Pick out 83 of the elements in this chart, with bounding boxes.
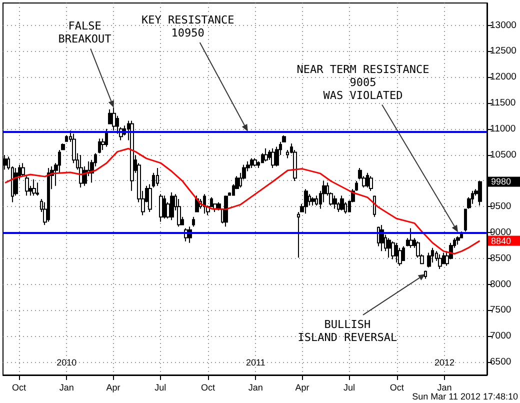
candlestick xyxy=(156,167,159,186)
candlestick xyxy=(148,184,152,212)
candlestick xyxy=(163,195,166,219)
candlestick xyxy=(253,158,257,167)
candlestick xyxy=(47,167,50,222)
candlestick xyxy=(261,152,264,164)
x-tick-label: Jan xyxy=(248,382,263,392)
candlestick xyxy=(65,134,68,142)
y-tick-label: 6500 xyxy=(490,356,512,368)
y-tick-label: 12500 xyxy=(490,46,516,57)
text: Sun Mar 11 2012 17:48:10 xyxy=(412,392,518,402)
x2-tick-label: 2012 xyxy=(434,358,455,368)
line-series xyxy=(4,148,481,255)
candlestick xyxy=(271,148,275,168)
y-tick-label: 9000 xyxy=(490,227,512,238)
annotation: FALSE BREAKOUT xyxy=(58,20,112,46)
candlestick xyxy=(36,182,39,196)
candlestick xyxy=(315,195,318,206)
annotation: NEAR TERM RESISTANCE 9005 WAS VIOLATED xyxy=(296,62,430,102)
y-tick-label: 7000 xyxy=(490,330,512,342)
candlestick xyxy=(159,194,163,222)
annotation: 8840 xyxy=(491,236,512,246)
candlestick xyxy=(98,138,101,154)
candlestick xyxy=(456,236,460,246)
y-tick-label: 12000 xyxy=(490,72,516,83)
candlestick xyxy=(264,148,268,162)
candlestick xyxy=(373,195,376,218)
candlestick xyxy=(112,107,116,132)
y-tick-label: 8000 xyxy=(490,278,512,290)
candlestick xyxy=(224,195,228,228)
candlestick xyxy=(177,198,181,228)
annotation: 9980 xyxy=(491,176,512,187)
candlestick xyxy=(21,162,25,177)
candlestick xyxy=(192,216,195,228)
candlestick xyxy=(340,195,344,211)
candlestick xyxy=(478,180,482,206)
candlestick xyxy=(409,228,413,248)
candlestick xyxy=(250,158,253,168)
y-tick-label: 11000 xyxy=(490,123,516,134)
y-tick-label: 13000 xyxy=(490,20,516,31)
y-tick-label: 10500 xyxy=(490,149,516,160)
candlestick xyxy=(387,238,391,258)
candlestick xyxy=(402,246,405,262)
candlestick xyxy=(304,188,308,214)
y-tick-label: 9500 xyxy=(490,201,512,212)
candlestick xyxy=(471,190,474,204)
x-tick-label: Jul xyxy=(154,382,166,392)
candlestick xyxy=(79,154,83,188)
candlestick xyxy=(311,196,315,206)
candlestick xyxy=(152,172,155,188)
candlestick xyxy=(464,208,467,232)
x2-tick-label: 2010 xyxy=(56,358,77,368)
candlestick xyxy=(369,176,373,192)
candlestick xyxy=(105,128,108,148)
candlestick xyxy=(366,172,369,188)
candlestick xyxy=(130,120,134,192)
candlestick xyxy=(442,252,445,265)
candlestick xyxy=(61,143,65,151)
candlestick xyxy=(391,240,395,260)
annotation: KEY RESISTANCE 10950 xyxy=(141,13,234,40)
candlestick xyxy=(427,252,431,268)
x-tick-label: Jul xyxy=(344,382,356,392)
x-tick-label: Jan xyxy=(437,382,452,392)
y-tick-label: 11500 xyxy=(490,97,516,108)
candlestick xyxy=(333,195,337,210)
candlestick xyxy=(32,178,36,196)
candlestick xyxy=(395,242,398,263)
candlestick xyxy=(438,254,442,270)
annotation: BULLISH ISLAND REVERSAL xyxy=(298,318,398,344)
x-tick-label: Apr xyxy=(106,382,120,392)
x-tick-label: Jan xyxy=(59,382,74,392)
x-tick-label: Oct xyxy=(390,382,404,392)
candlestick xyxy=(424,270,427,280)
x-tick-label: Oct xyxy=(12,382,27,392)
y-tick-label: 8500 xyxy=(490,252,512,264)
candlestick xyxy=(25,176,29,196)
y-tick-label: 7500 xyxy=(490,304,512,316)
x-tick-label: Apr xyxy=(295,382,310,392)
candlestick xyxy=(398,247,402,266)
x-tick-label: Oct xyxy=(200,382,216,392)
x2-tick-label: 2011 xyxy=(246,358,266,368)
candlestick xyxy=(170,192,174,221)
candlestick xyxy=(275,146,279,167)
